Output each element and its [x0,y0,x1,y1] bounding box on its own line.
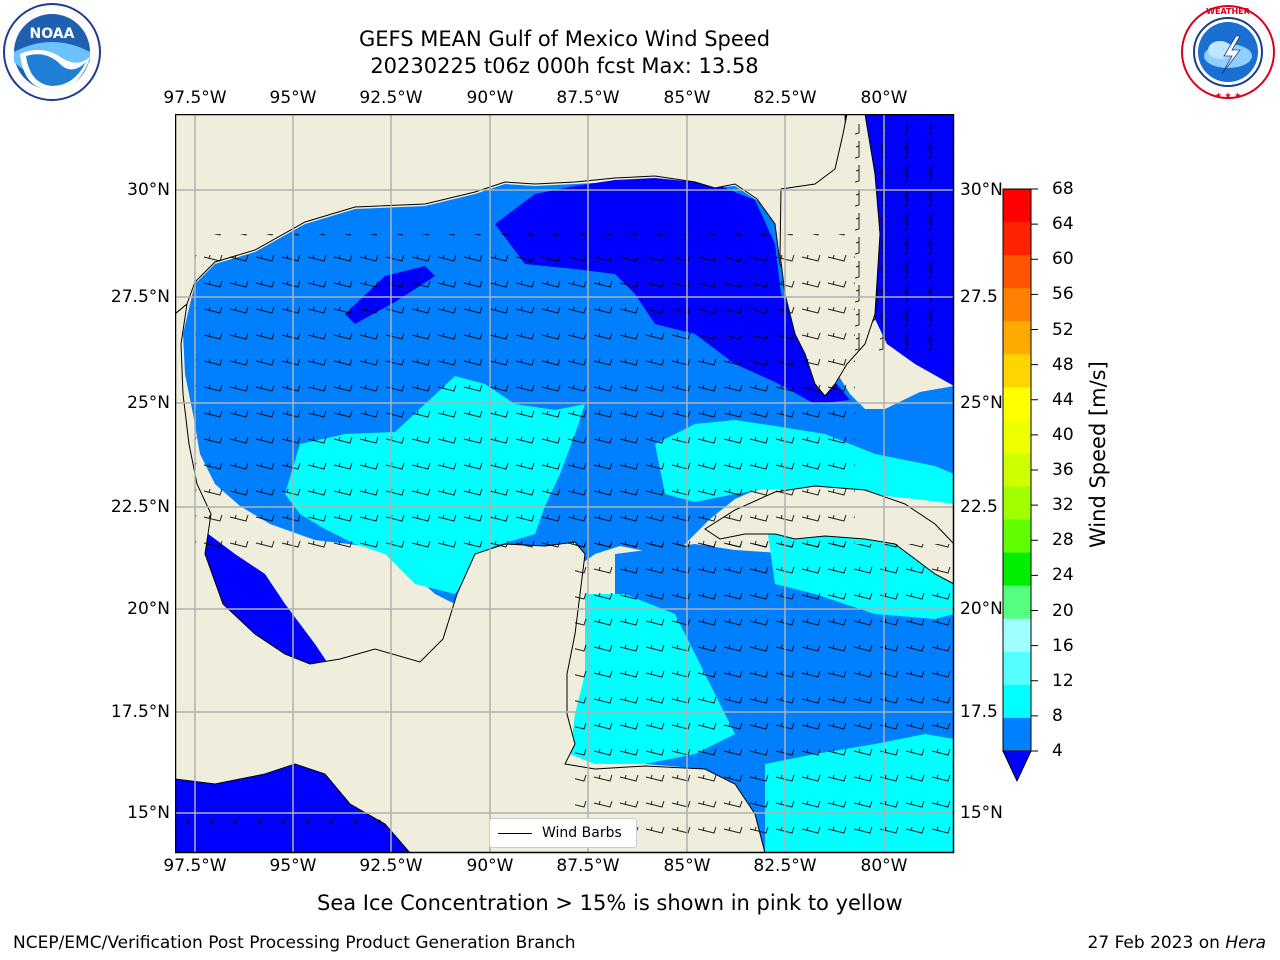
map-legend: Wind Barbs [489,818,637,848]
colorbar-band [1003,618,1031,653]
footer-credit: NCEP/EMC/Verification Post Processing Pr… [13,933,576,953]
map-title-line2: 20230225 t06z 000h fcst Max: 13.58 [370,54,759,78]
legend-label: Wind Barbs [542,825,622,841]
colorbar-band [1003,651,1031,686]
colorbar-band [1003,486,1031,521]
colorbar-tick-label: 4 [1052,741,1063,761]
lon-label-bottom-5: 85°W [663,856,711,876]
lon-label-bottom-0: 97.5°W [163,856,227,876]
colorbar-tick-label: 36 [1052,460,1074,480]
colorbar-band [1003,222,1031,256]
lat-label-left-3: 22.5°N [110,497,170,517]
colorbar-tick-label: 60 [1052,249,1074,270]
colorbar-band [1003,255,1031,289]
colorbar-band [1003,387,1031,421]
lon-label-bottom-6: 82.5°W [753,856,817,876]
lon-label-top-1: 95°W [269,88,317,108]
lon-label-top-4: 87.5°W [556,88,620,108]
colorbar-under-arrow [1002,750,1032,783]
colorbar-band [1003,552,1031,587]
colorbar-tick-label: 52 [1052,319,1074,340]
lat-label-right-0: 30°N [960,180,1003,200]
colorbar-tick-label: 28 [1052,530,1074,551]
lon-label-bottom-7: 80°W [860,856,908,876]
lat-label-left-0: 30°N [127,180,170,200]
colorbar-tick-label: 68 [1052,179,1074,199]
colorbar-tick-label: 12 [1052,670,1074,691]
lat-label-left-4: 20°N [127,599,170,619]
lat-label-right-5: 17.5 [960,702,998,722]
lat-label-left-6: 15°N [127,803,170,823]
map-gridlines [175,114,954,853]
colorbar-tick-label: 20 [1052,600,1074,621]
map-frame [175,114,955,854]
lat-label-right-3: 22.5 [960,497,998,517]
lat-label-left-2: 25°N [127,393,170,413]
colorbar-tick-label: 44 [1052,389,1074,410]
lon-label-top-6: 82.5°W [753,88,817,108]
footer-date-text: 27 Feb 2023 on [1087,933,1226,953]
colorbar-tick-label: 32 [1052,495,1074,516]
wind-speed-map [175,114,955,854]
colorbar-band [1003,453,1031,488]
colorbar [1002,188,1038,783]
legend-line-swatch [498,832,532,834]
map-title-line1: GEFS MEAN Gulf of Mexico Wind Speed [358,27,771,51]
lat-label-left-5: 17.5°N [110,702,170,722]
wind-barbs-atlantic [855,124,954,354]
colorbar-tick-label: 8 [1052,705,1063,726]
wind-barbs-gulf [195,234,855,554]
colorbar-ticks [1031,188,1038,752]
colorbar-band [1003,519,1031,554]
noaa-logo-text: NOAA [30,26,75,42]
svg-text:★ ★ ★: ★ ★ ★ [1215,91,1242,100]
lon-label-top-7: 80°W [860,88,908,108]
colorbar-tick-label: 48 [1052,354,1074,375]
colorbar-band [1003,321,1031,355]
lat-label-right-1: 27.5 [960,287,998,307]
colorbar-band [1003,354,1031,388]
footer-date: 27 Feb 2023 on Hera [1088,933,1266,953]
lat-label-left-1: 27.5°N [110,287,170,307]
nws-logo: WEATHER ★ ★ ★ [1178,2,1278,102]
lon-label-top-2: 92.5°W [359,88,423,108]
lon-label-top-0: 97.5°W [163,88,227,108]
colorbar-tick-label: 56 [1052,284,1074,305]
lat-label-right-4: 20°N [960,599,1003,619]
lon-label-bottom-2: 92.5°W [359,856,423,876]
colorbar-tick-label: 16 [1052,635,1074,656]
colorbar-band [1003,684,1031,719]
lon-label-bottom-4: 87.5°W [556,856,620,876]
svg-text:WEATHER: WEATHER [1206,7,1250,16]
footer-machine: Hera [1225,933,1266,953]
colorbar-band [1003,288,1031,322]
colorbar-tick-label: 24 [1052,565,1074,586]
colorbar-band [1003,420,1031,454]
low-wind-west-gulf [195,524,335,684]
calm-markers-pacific [185,804,385,844]
lat-label-right-6: 15°N [960,803,1003,823]
wind-barbs-caribbean [575,544,954,834]
colorbar-tick-label: 40 [1052,424,1074,445]
colorbar-band [1003,585,1031,620]
colorbar-band [1003,189,1031,223]
noaa-logo: NOAA [2,2,102,102]
colorbar-tick-label: 64 [1052,214,1074,235]
lon-label-bottom-1: 95°W [269,856,317,876]
colorbar-band [1003,717,1031,752]
lon-label-top-3: 90°W [466,88,514,108]
colorbar-bands [1003,189,1031,752]
lon-label-bottom-3: 90°W [466,856,514,876]
sea-ice-note: Sea Ice Concentration > 15% is shown in … [317,891,903,915]
lat-label-right-2: 25°N [960,393,1003,413]
colorbar-title: Wind Speed [m/s] [1086,361,1110,548]
lon-label-top-5: 85°W [663,88,711,108]
